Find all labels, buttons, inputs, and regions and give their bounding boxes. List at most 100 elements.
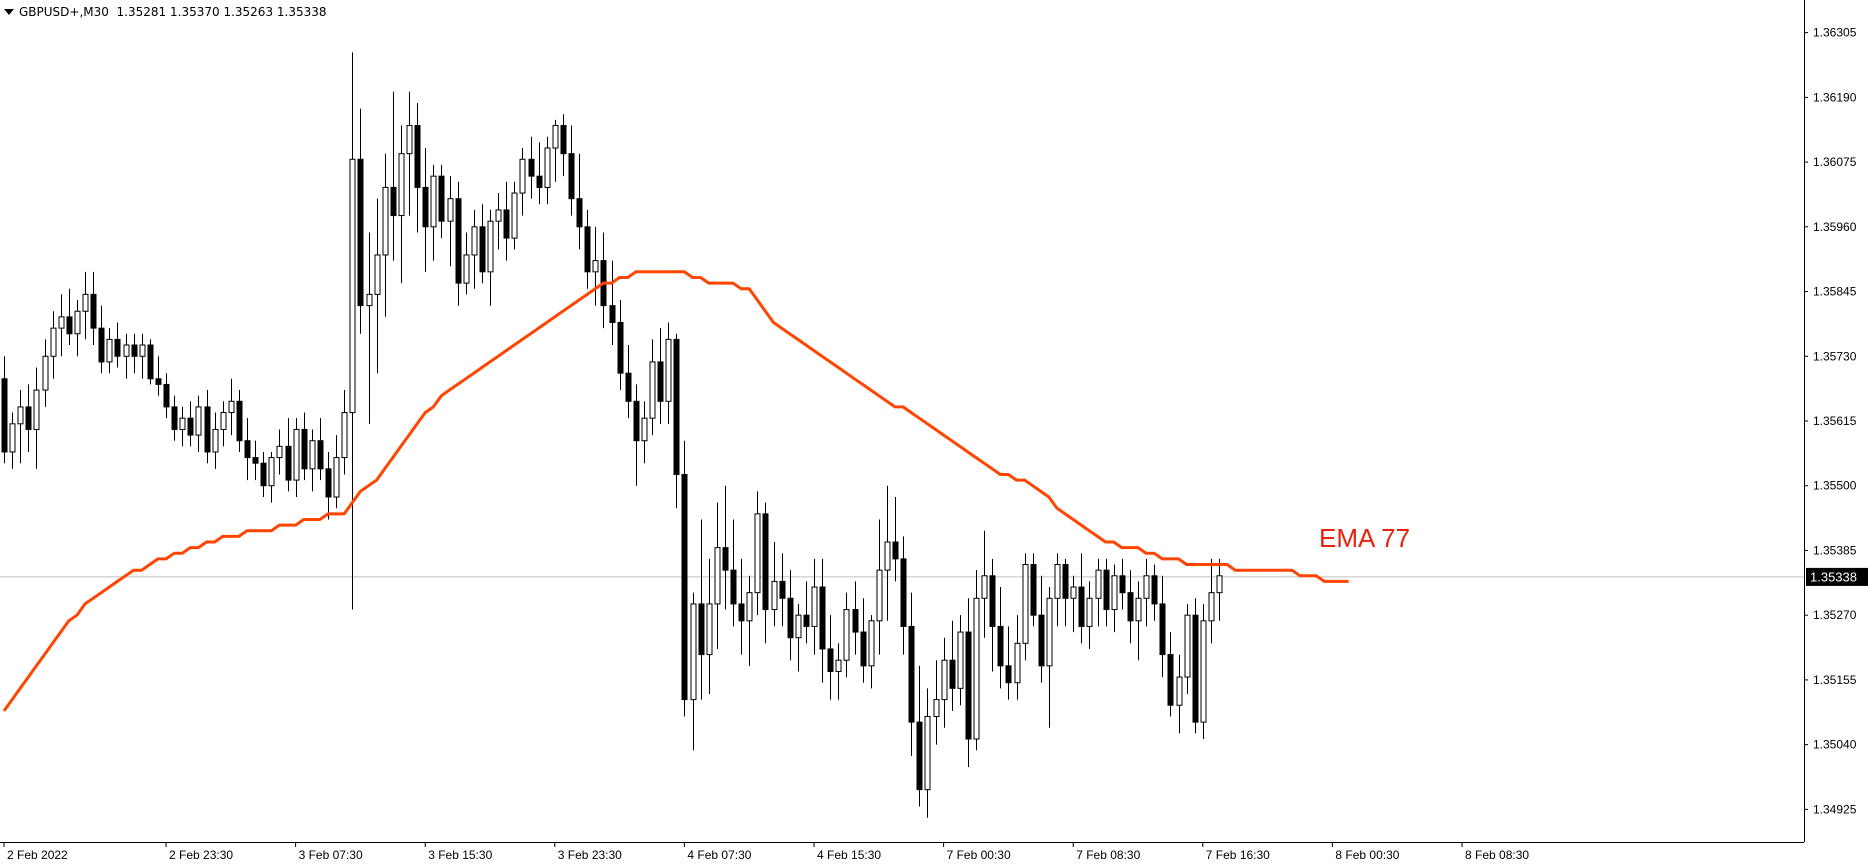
- candle: [892, 496, 899, 582]
- candle-body: [390, 186, 397, 217]
- candle-body: [66, 316, 73, 335]
- x-tick-label: 7 Feb 16:30: [1206, 848, 1270, 862]
- candle: [973, 570, 980, 751]
- candle-body: [924, 715, 931, 791]
- candle-body: [1176, 676, 1183, 706]
- x-tick-label: 3 Feb 23:30: [558, 848, 622, 862]
- candle: [293, 418, 300, 497]
- candle-body: [876, 569, 883, 622]
- candle-body: [1208, 592, 1215, 622]
- candle-body: [268, 457, 275, 487]
- candle: [933, 660, 940, 745]
- candle: [25, 384, 32, 452]
- candle-body: [293, 428, 300, 481]
- candle-body: [544, 147, 551, 188]
- candle-body: [414, 125, 421, 188]
- candle: [754, 491, 761, 616]
- candle: [1062, 558, 1069, 627]
- candle: [722, 485, 729, 610]
- x-tick-label: 4 Feb 07:30: [687, 848, 751, 862]
- candle: [617, 299, 624, 391]
- candle-body: [98, 327, 105, 363]
- candle: [528, 136, 535, 199]
- candle: [560, 114, 567, 177]
- candle: [868, 615, 875, 689]
- ohlc-separator: [109, 5, 117, 19]
- candle: [82, 271, 89, 340]
- current-price-tag-text: 1.35338: [1810, 569, 1857, 584]
- candle-body: [633, 400, 640, 442]
- candle-body: [1054, 564, 1061, 599]
- ema-layer: [2, 270, 1349, 712]
- candle: [276, 429, 283, 475]
- candle: [908, 592, 915, 756]
- candle-body: [1070, 586, 1077, 599]
- candle-body: [1030, 564, 1037, 616]
- candle: [333, 435, 340, 509]
- y-tick-label: 1.35615: [1813, 414, 1857, 428]
- candle: [835, 643, 842, 700]
- current-price-tag: 1.35338: [1806, 567, 1868, 586]
- candle: [771, 542, 778, 627]
- candle-body: [187, 417, 194, 436]
- candle-body: [819, 586, 826, 650]
- candle: [1, 356, 8, 464]
- candle: [42, 339, 49, 407]
- candle: [997, 587, 1004, 689]
- candle: [706, 558, 713, 694]
- x-tick-label: 2 Feb 23:30: [169, 848, 233, 862]
- x-tick-label: 2 Feb 2022: [7, 848, 68, 862]
- candle-body: [1127, 592, 1134, 622]
- candle: [195, 395, 202, 452]
- candle-body: [908, 625, 915, 723]
- candle-body: [131, 344, 138, 357]
- candle-body: [366, 293, 373, 307]
- dropdown-triangle-icon[interactable]: [4, 9, 14, 15]
- candle: [1030, 553, 1037, 627]
- candle: [916, 665, 923, 807]
- candle-body: [673, 338, 680, 475]
- candle-body: [503, 209, 510, 239]
- candle-body: [536, 175, 543, 188]
- x-tick-label: 7 Feb 00:30: [947, 848, 1011, 862]
- candle: [495, 193, 502, 250]
- candle-body: [349, 158, 356, 414]
- candle: [592, 226, 599, 306]
- y-tick-label: 1.35500: [1813, 479, 1857, 493]
- candle-body: [746, 592, 753, 622]
- candle: [852, 581, 859, 655]
- candle: [1208, 558, 1215, 644]
- candle: [941, 637, 948, 728]
- candle: [1143, 558, 1150, 627]
- candle: [1103, 558, 1110, 627]
- candle-body: [195, 406, 202, 436]
- candle: [220, 401, 227, 447]
- candle-body: [843, 609, 850, 661]
- candle: [487, 209, 494, 306]
- candle-body: [609, 305, 616, 324]
- candle-body: [1, 378, 8, 453]
- candle-body: [989, 575, 996, 627]
- candle: [843, 592, 850, 678]
- candle-body: [949, 659, 956, 689]
- candle-body: [42, 355, 49, 391]
- candle: [406, 91, 413, 216]
- candle: [1005, 626, 1012, 700]
- candle-body: [803, 614, 810, 627]
- candle: [876, 519, 883, 655]
- candle: [787, 570, 794, 661]
- candle-body: [25, 406, 32, 430]
- y-tick-label: 1.35385: [1813, 543, 1857, 557]
- candle-body: [341, 412, 348, 459]
- candle-body: [681, 473, 688, 701]
- candle: [949, 620, 956, 711]
- candle-body: [155, 378, 162, 385]
- candle-body: [212, 428, 219, 453]
- candle: [1014, 615, 1021, 700]
- candle: [204, 390, 211, 464]
- candle: [1095, 558, 1102, 627]
- candle-body: [981, 575, 988, 599]
- x-tick-label: 4 Feb 15:30: [817, 848, 881, 862]
